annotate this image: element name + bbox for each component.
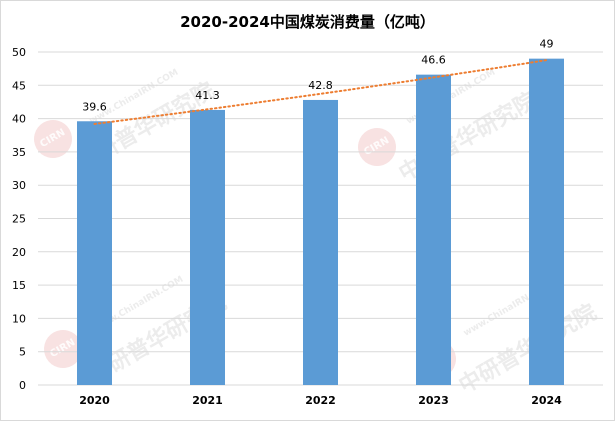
bar: [303, 99, 338, 386]
x-tick-label: 2024: [531, 394, 562, 407]
x-tick-label: 2022: [305, 394, 336, 407]
data-label: 42.8: [308, 79, 333, 92]
y-tick-label: 45: [12, 79, 26, 92]
x-tick-label: 2020: [79, 394, 110, 407]
bar: [190, 109, 225, 385]
y-tick-label: 35: [12, 146, 26, 159]
x-tick-label: 2021: [192, 394, 223, 407]
trendline: [93, 59, 548, 125]
data-label: 49: [540, 38, 554, 51]
y-tick-label: 25: [12, 213, 26, 226]
data-label: 41.3: [195, 89, 220, 102]
y-tick-label: 5: [19, 346, 26, 359]
data-label: 46.6: [421, 54, 446, 67]
y-tick-label: 30: [12, 179, 26, 192]
data-label: 39.6: [82, 100, 107, 113]
chart-title: 2020-2024中国煤炭消费量（亿吨）: [180, 13, 435, 31]
bar: [77, 121, 112, 385]
y-tick-label: 40: [12, 113, 26, 126]
y-tick-label: 0: [19, 379, 26, 392]
x-tick-label: 2023: [418, 394, 449, 407]
y-tick-label: 15: [12, 279, 26, 292]
bar: [529, 58, 564, 385]
y-tick-label: 20: [12, 246, 26, 259]
bar: [416, 74, 451, 386]
y-tick-label: 10: [12, 312, 26, 325]
y-tick-label: 50: [12, 46, 26, 59]
